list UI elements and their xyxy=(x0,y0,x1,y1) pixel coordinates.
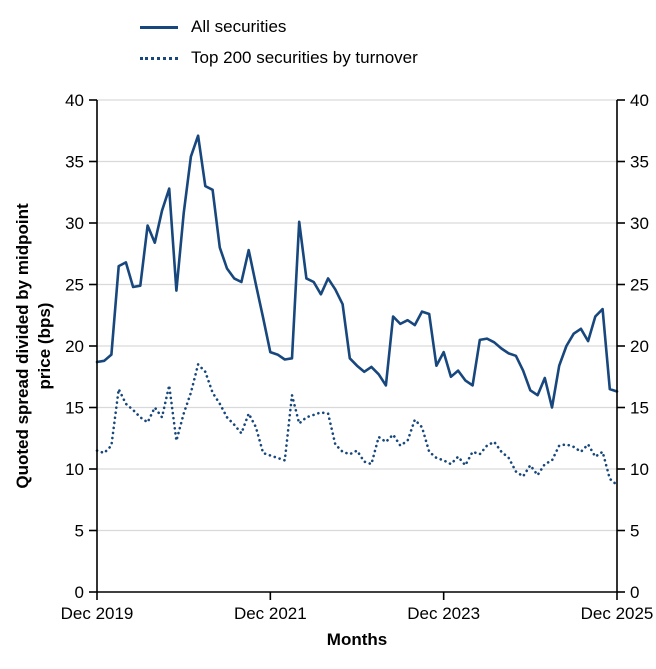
y-tick-label-right: 0 xyxy=(630,583,639,602)
y-axis-title-line1: Quoted spread divided by midpoint xyxy=(13,203,32,489)
y-tick-label-left: 25 xyxy=(65,276,84,295)
y-tick-label-left: 40 xyxy=(65,91,84,110)
y-tick-label-left: 35 xyxy=(65,153,84,172)
x-tick-label: Dec 2021 xyxy=(234,604,307,623)
x-tick-label: Dec 2019 xyxy=(61,604,134,623)
y-tick-label-left: 10 xyxy=(65,460,84,479)
x-tick-label: Dec 2025 xyxy=(581,604,654,623)
legend-swatch-dotted-line xyxy=(140,56,178,60)
y-axis-title-line2: price (bps) xyxy=(35,302,54,390)
legend-label-top200: Top 200 securities by turnover xyxy=(191,48,418,67)
legend-swatch-solid-line xyxy=(140,25,178,29)
series-line-dotted xyxy=(95,363,619,487)
y-tick-label-right: 15 xyxy=(630,399,649,418)
legend-label-all-securities: All securities xyxy=(191,17,287,36)
y-axis-title: Quoted spread divided by midpoint price … xyxy=(12,100,56,592)
y-tick-label-left: 15 xyxy=(65,399,84,418)
y-tick-label-right: 10 xyxy=(630,460,649,479)
y-tick-label-right: 5 xyxy=(630,522,639,541)
y-tick-label-left: 20 xyxy=(65,337,84,356)
y-tick-label-left: 30 xyxy=(65,214,84,233)
y-tick-label-right: 40 xyxy=(630,91,649,110)
y-tick-label-right: 30 xyxy=(630,214,649,233)
y-tick-label-right: 35 xyxy=(630,153,649,172)
y-tick-label-left: 5 xyxy=(75,522,84,541)
legend-item-top200: Top 200 securities by turnover xyxy=(140,47,418,69)
x-tick-label: Dec 2023 xyxy=(407,604,480,623)
legend: All securities Top 200 securities by tur… xyxy=(140,16,418,69)
y-tick-label-left: 0 xyxy=(75,583,84,602)
legend-item-all-securities: All securities xyxy=(140,16,418,38)
x-axis-title: Months xyxy=(326,630,388,649)
y-tick-label-right: 25 xyxy=(630,276,649,295)
y-tick-label-right: 20 xyxy=(630,337,649,356)
series-line-solid xyxy=(95,134,619,409)
